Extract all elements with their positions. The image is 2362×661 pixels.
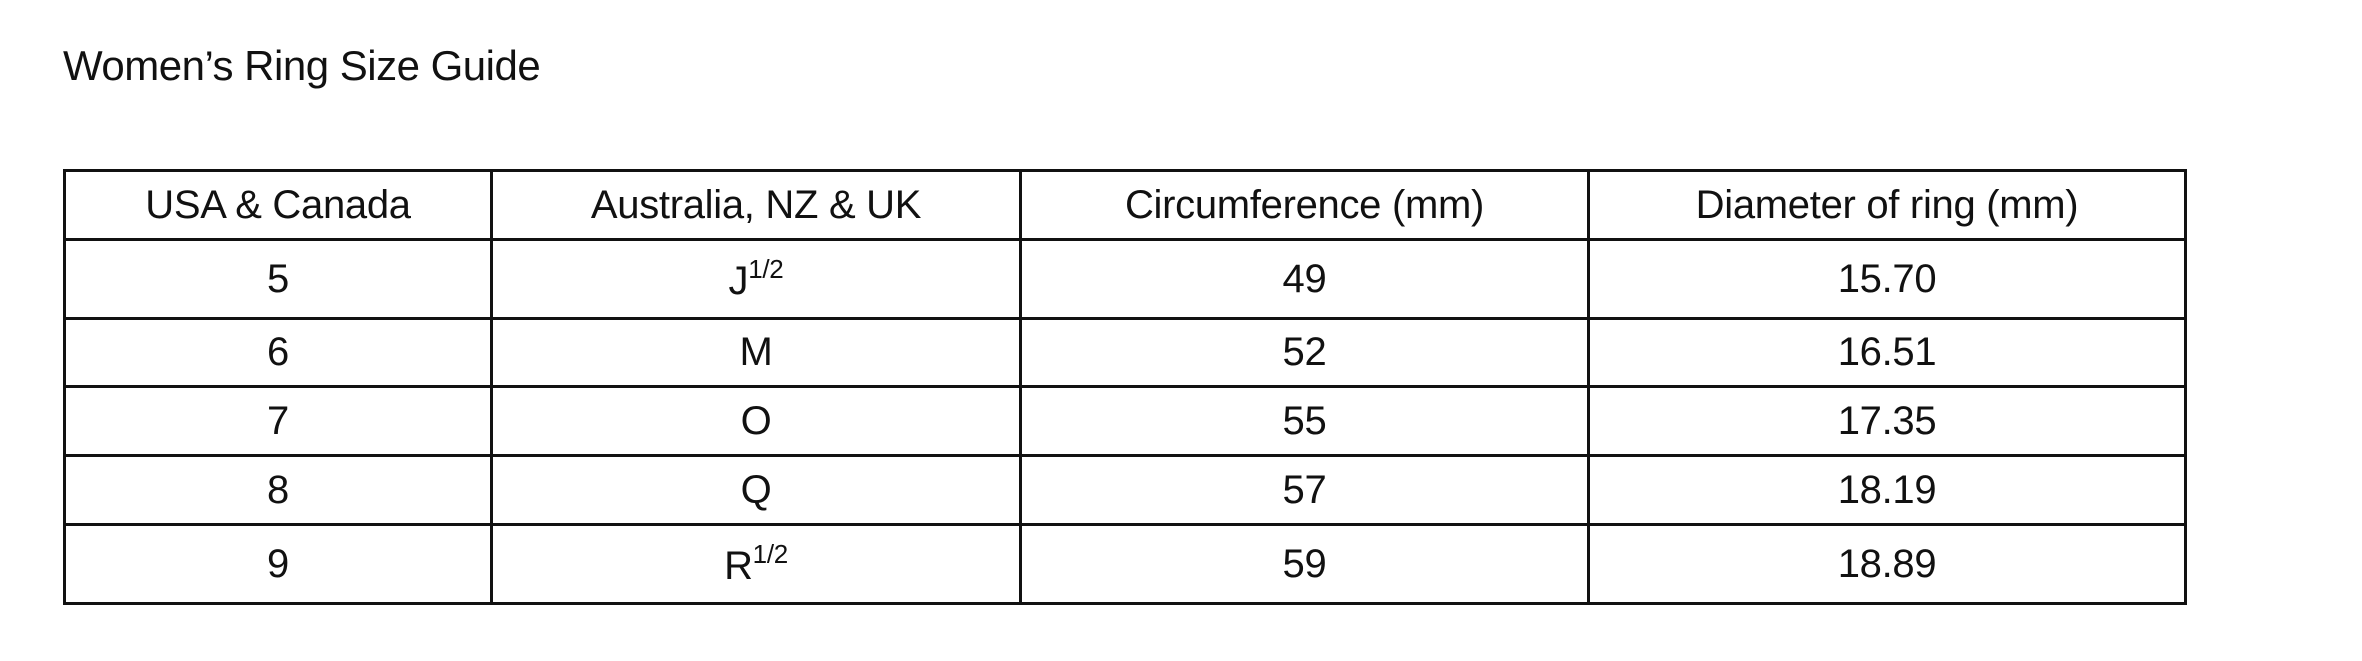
cell-uk: M	[490, 317, 1022, 388]
cell-diameter: 18.19	[1587, 454, 2187, 526]
cell-uk: Q	[490, 454, 1022, 526]
uk-size-fraction: 1/2	[748, 254, 784, 284]
table-row: 5 J1/2 49 15.70	[63, 238, 2187, 320]
cell-usa: 7	[63, 385, 493, 457]
cell-circumference: 52	[1019, 317, 1590, 388]
uk-size: Q	[740, 467, 772, 512]
table-header-row: USA & Canada Australia, NZ & UK Circumfe…	[63, 169, 2187, 241]
cell-usa: 6	[63, 317, 493, 388]
cell-uk: J1/2	[490, 238, 1022, 320]
table-row: 7 O 55 17.35	[63, 385, 2187, 457]
uk-size-fraction: 1/2	[752, 539, 789, 569]
ring-size-table: USA & Canada Australia, NZ & UK Circumfe…	[63, 169, 2187, 605]
cell-circumference: 57	[1019, 454, 1590, 526]
uk-size: M	[739, 330, 773, 374]
table-row: 9 R1/2 59 18.89	[63, 523, 2187, 605]
page-title: Women’s Ring Size Guide	[63, 42, 541, 89]
cell-diameter: 18.89	[1587, 523, 2187, 605]
cell-usa: 5	[63, 238, 493, 320]
uk-size: R	[724, 544, 753, 588]
table-row: 6 M 52 16.51	[63, 317, 2187, 388]
header-diameter: Diameter of ring (mm)	[1587, 169, 2187, 241]
cell-usa: 8	[63, 454, 493, 526]
cell-usa: 9	[63, 523, 493, 605]
cell-circumference: 55	[1019, 385, 1590, 457]
cell-diameter: 15.70	[1587, 238, 2187, 320]
header-usa-canada: USA & Canada	[63, 169, 493, 241]
cell-uk: R1/2	[490, 523, 1022, 605]
cell-diameter: 16.51	[1587, 317, 2187, 388]
header-australia-nz-uk: Australia, NZ & UK	[490, 169, 1022, 241]
cell-circumference: 49	[1019, 238, 1590, 320]
table-row: 8 Q 57 18.19	[63, 454, 2187, 526]
uk-size: O	[740, 398, 772, 443]
uk-size: J	[728, 259, 749, 303]
header-circumference: Circumference (mm)	[1019, 169, 1590, 241]
cell-uk: O	[490, 385, 1022, 457]
cell-diameter: 17.35	[1587, 385, 2187, 457]
cell-circumference: 59	[1019, 523, 1590, 605]
